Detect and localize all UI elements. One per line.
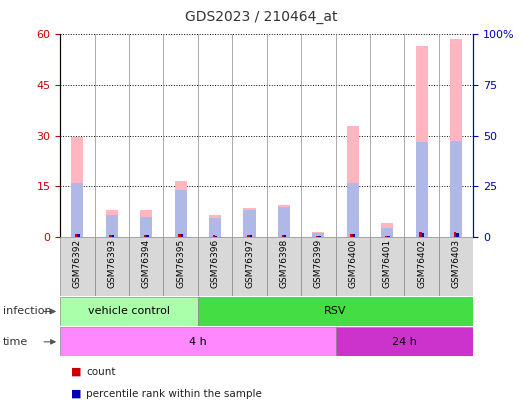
Bar (180, 234, 183, 237)
Bar (301, 237, 336, 296)
Bar (278, 207, 290, 237)
Bar (404, 237, 439, 296)
Bar (213, 235, 215, 237)
Text: GSM76393: GSM76393 (107, 239, 116, 288)
Bar (278, 205, 290, 237)
Bar (419, 232, 422, 237)
Bar (71, 183, 83, 237)
Bar (77, 234, 80, 237)
Bar (109, 235, 112, 237)
Bar (209, 215, 221, 237)
Bar (215, 236, 218, 237)
Bar (347, 183, 359, 237)
Bar (144, 235, 146, 237)
Bar (60, 297, 198, 326)
Text: vehicle control: vehicle control (88, 307, 170, 316)
Text: infection: infection (3, 307, 51, 316)
Bar (336, 327, 473, 356)
Bar (387, 236, 390, 237)
Bar (336, 237, 370, 296)
Bar (75, 234, 77, 237)
Bar (112, 235, 114, 237)
Bar (163, 237, 198, 296)
Bar (198, 297, 473, 326)
Text: 4 h: 4 h (189, 337, 207, 347)
Text: GSM76397: GSM76397 (245, 239, 254, 288)
Bar (439, 237, 473, 296)
Bar (106, 210, 118, 237)
Text: GSM76395: GSM76395 (176, 239, 185, 288)
Text: count: count (86, 367, 116, 377)
Bar (453, 232, 456, 237)
Bar (106, 215, 118, 237)
Bar (175, 190, 187, 237)
Bar (232, 237, 267, 296)
Bar (244, 210, 256, 237)
Bar (456, 233, 459, 237)
Bar (284, 235, 287, 237)
Text: 24 h: 24 h (392, 337, 417, 347)
Bar (347, 126, 359, 237)
Bar (249, 235, 252, 237)
Text: GSM76394: GSM76394 (142, 239, 151, 288)
Text: percentile rank within the sample: percentile rank within the sample (86, 389, 262, 399)
Bar (140, 210, 152, 237)
Bar (350, 234, 353, 237)
Bar (416, 143, 428, 237)
Text: GSM76396: GSM76396 (211, 239, 220, 288)
Bar (316, 236, 319, 237)
Bar (381, 224, 393, 237)
Bar (370, 237, 404, 296)
Bar (60, 327, 336, 356)
Bar (244, 208, 256, 237)
Bar (416, 46, 428, 237)
Bar (312, 233, 324, 237)
Bar (353, 234, 355, 237)
Text: GSM76400: GSM76400 (348, 239, 357, 288)
Bar (267, 237, 301, 296)
Bar (381, 228, 393, 237)
Text: time: time (3, 337, 28, 347)
Text: GSM76402: GSM76402 (417, 239, 426, 288)
Text: GSM76398: GSM76398 (279, 239, 289, 288)
Bar (422, 233, 424, 237)
Bar (450, 141, 462, 237)
Bar (140, 217, 152, 237)
Bar (312, 232, 324, 237)
Bar (146, 235, 149, 237)
Text: GSM76399: GSM76399 (314, 239, 323, 288)
Text: GDS2023 / 210464_at: GDS2023 / 210464_at (185, 10, 338, 24)
Bar (281, 234, 284, 237)
Bar (71, 137, 83, 237)
Text: GSM76403: GSM76403 (451, 239, 461, 288)
Bar (95, 237, 129, 296)
Bar (178, 234, 180, 237)
Bar (209, 218, 221, 237)
Bar (385, 236, 387, 237)
Bar (175, 181, 187, 237)
Text: GSM76392: GSM76392 (73, 239, 82, 288)
Text: GSM76401: GSM76401 (383, 239, 392, 288)
Text: ■: ■ (71, 367, 81, 377)
Text: RSV: RSV (324, 307, 347, 316)
Bar (60, 237, 95, 296)
Text: ■: ■ (71, 389, 81, 399)
Bar (247, 235, 249, 237)
Bar (450, 40, 462, 237)
Bar (198, 237, 232, 296)
Bar (129, 237, 163, 296)
